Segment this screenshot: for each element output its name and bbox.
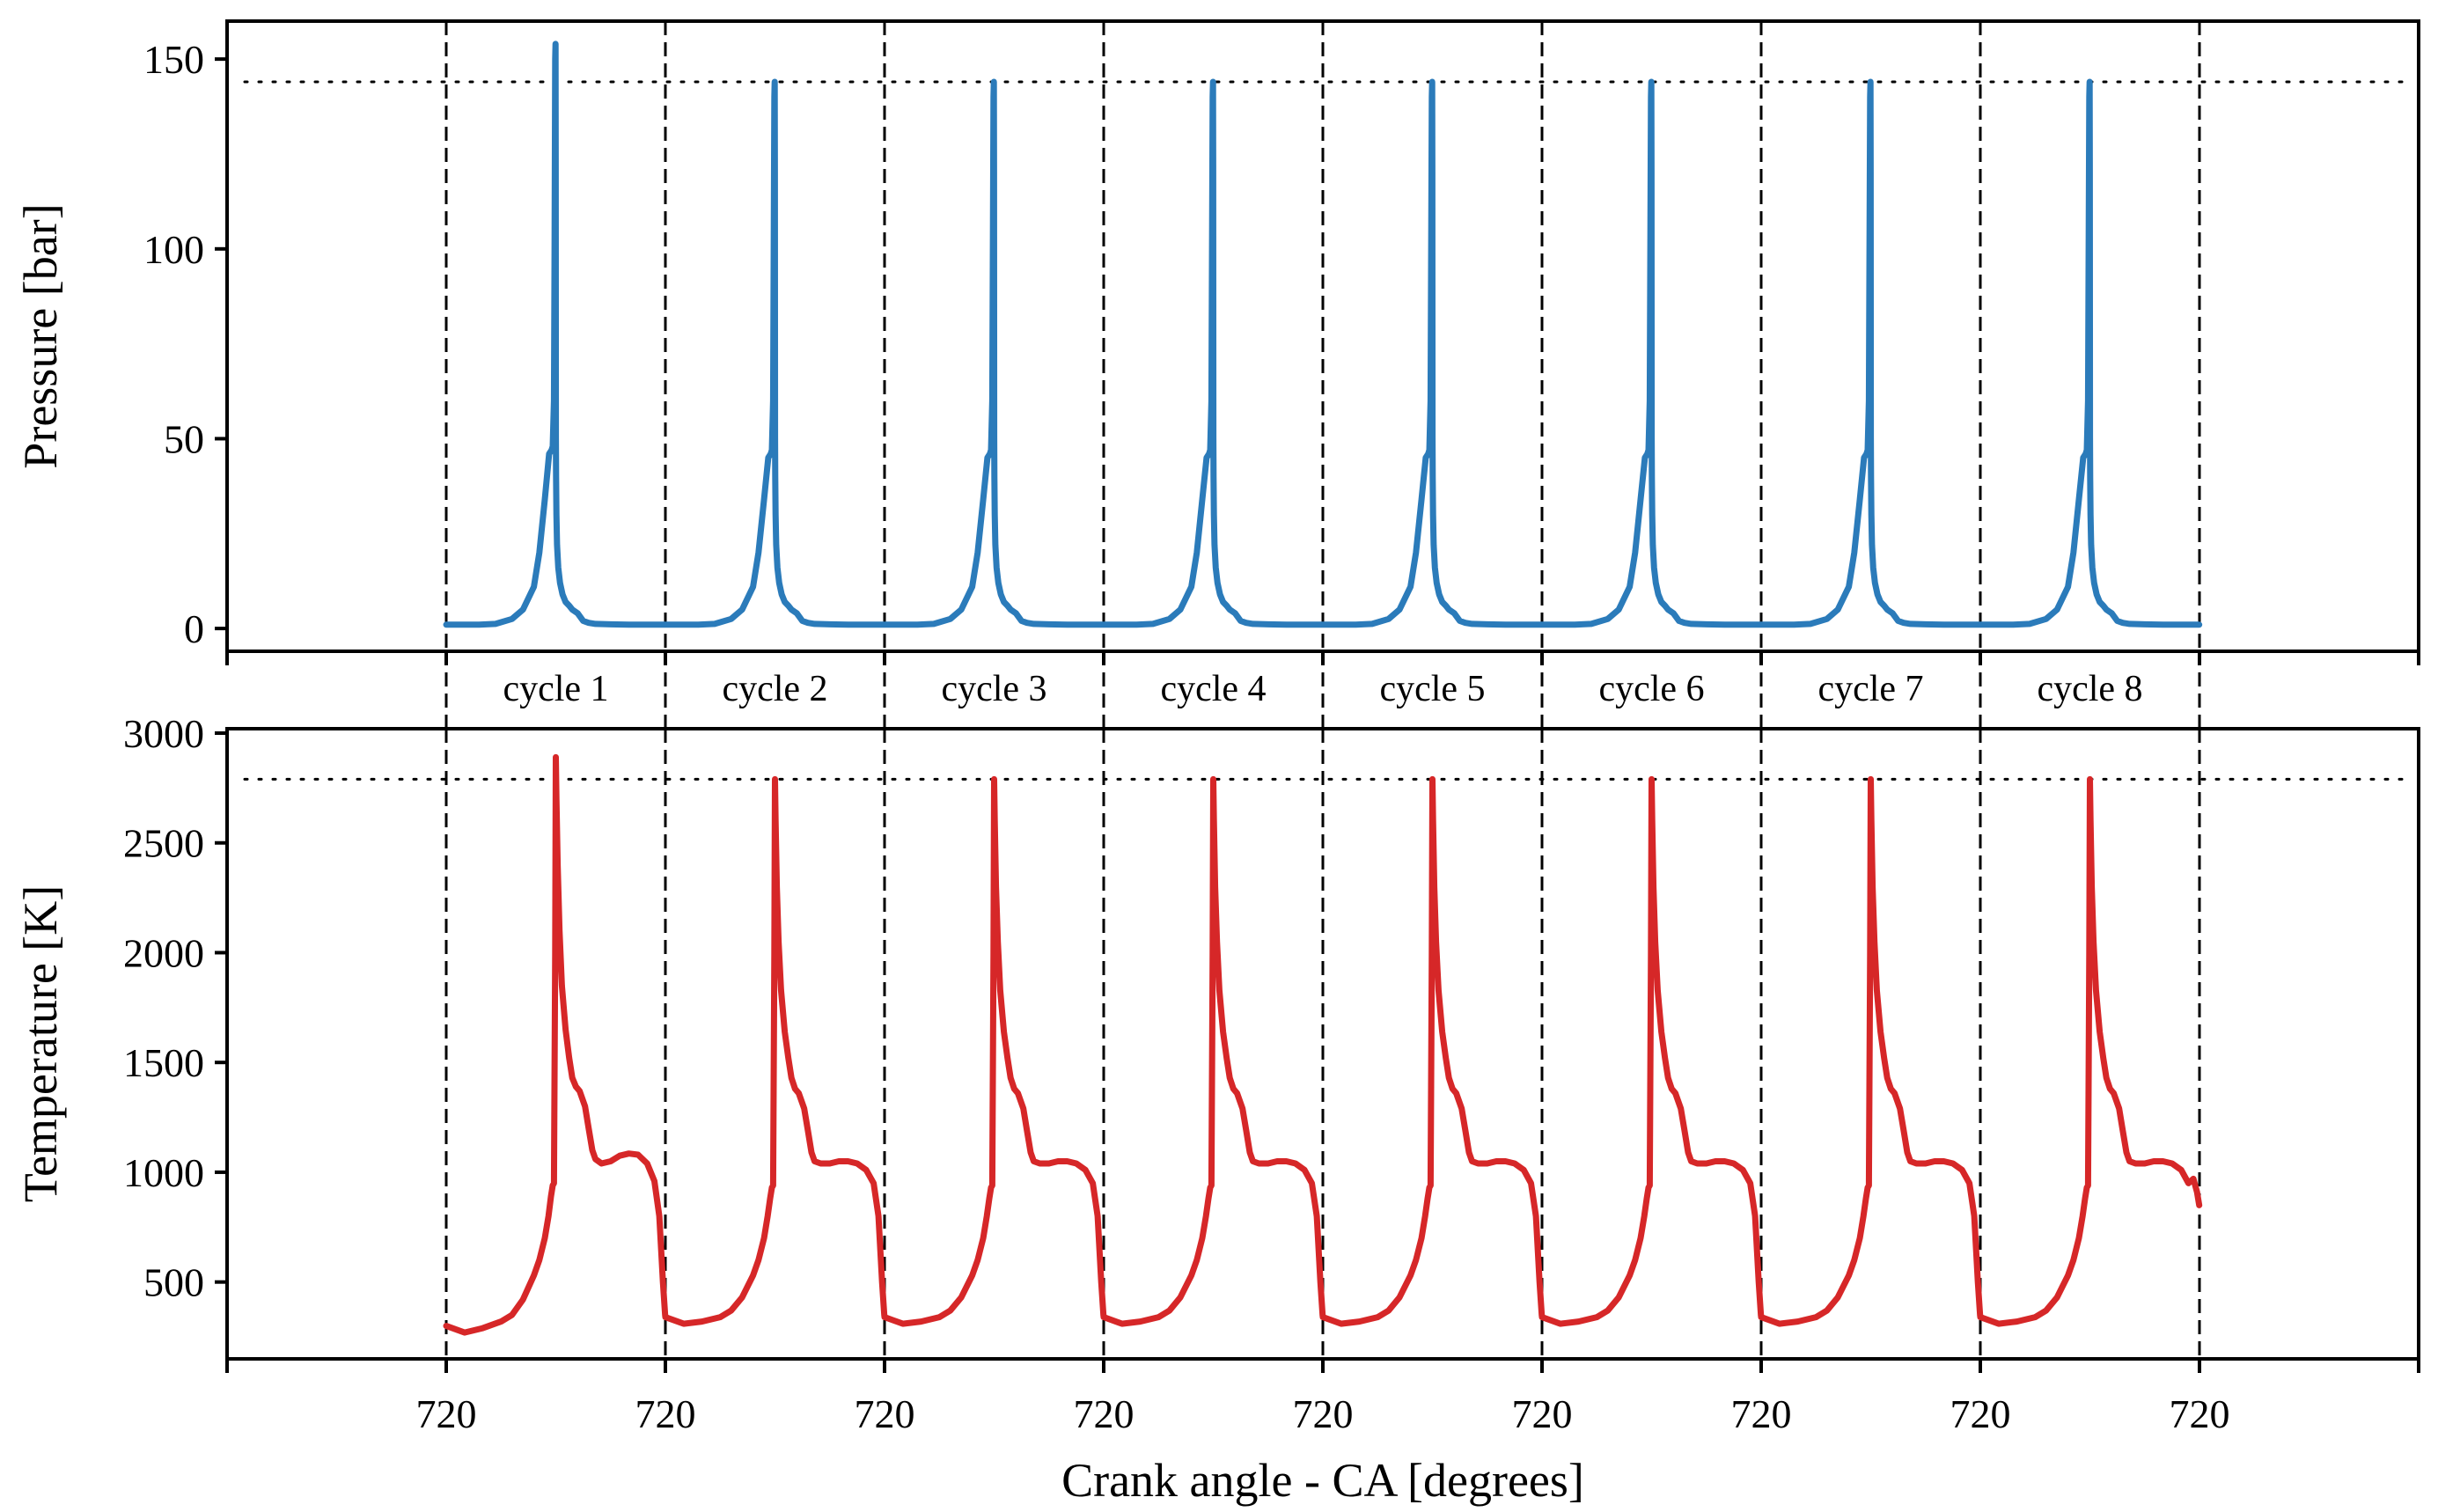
pressure-y-tick-label: 150 [143, 37, 204, 82]
temperature-panel: 500 1000 1500 2000 2500 3000 Temperature [K] [14, 711, 2420, 1373]
cycle-labels: cycle 1 cycle 2 cycle 3 cycle 4 cycle 5 cycle… [444, 651, 2201, 729]
cycle-label: cycle 5 [1379, 669, 1485, 709]
x-tick-label: 720 [1512, 1391, 1573, 1436]
pressure-y-tick-label: 50 [164, 416, 204, 461]
x-axis-tick-labels: 720 720 720 720 720 720 720 720 720 [416, 1391, 2230, 1436]
temperature-axis-label: Temperature [K] [14, 885, 67, 1203]
x-tick-label: 720 [416, 1391, 477, 1436]
x-tick-label: 720 [635, 1391, 696, 1436]
cycle-label: cycle 6 [1598, 669, 1704, 709]
pressure-y-tick-label: 100 [143, 227, 204, 272]
x-tick-label: 720 [1074, 1391, 1135, 1436]
cycle-label: cycle 8 [2037, 669, 2142, 709]
cycle-label: cycle 1 [503, 669, 608, 709]
temperature-y-tick-label: 3000 [123, 711, 204, 756]
pressure-series-line [443, 40, 2203, 628]
cycle-label: cycle 2 [722, 669, 827, 709]
x-tick-label: 720 [1950, 1391, 2011, 1436]
x-tick-label: 720 [1293, 1391, 1354, 1436]
x-axis-label: Crank angle - CA [degrees] [1061, 1454, 1584, 1507]
temperature-y-tick-label: 2000 [123, 930, 204, 975]
pressure-panel: 0 50 100 150 Pressure [bar] [14, 19, 2420, 665]
cycle-label: cycle 3 [941, 669, 1046, 709]
x-tick-label: 720 [855, 1391, 915, 1436]
pressure-y-tick-label: 0 [184, 606, 204, 651]
temperature-y-tick-label: 2500 [123, 821, 204, 866]
temperature-y-tick-label: 1500 [123, 1040, 204, 1085]
pressure-axis-label: Pressure [bar] [14, 203, 67, 468]
cycle-label: cycle 7 [1817, 669, 1923, 709]
temperature-y-tick-label: 1000 [123, 1150, 204, 1195]
x-tick-label: 720 [2170, 1391, 2230, 1436]
temperature-y-tick-label: 500 [143, 1260, 204, 1305]
cycle-label: cycle 4 [1160, 669, 1266, 709]
x-tick-label: 720 [1731, 1391, 1792, 1436]
temperature-series-line [443, 753, 2203, 1336]
